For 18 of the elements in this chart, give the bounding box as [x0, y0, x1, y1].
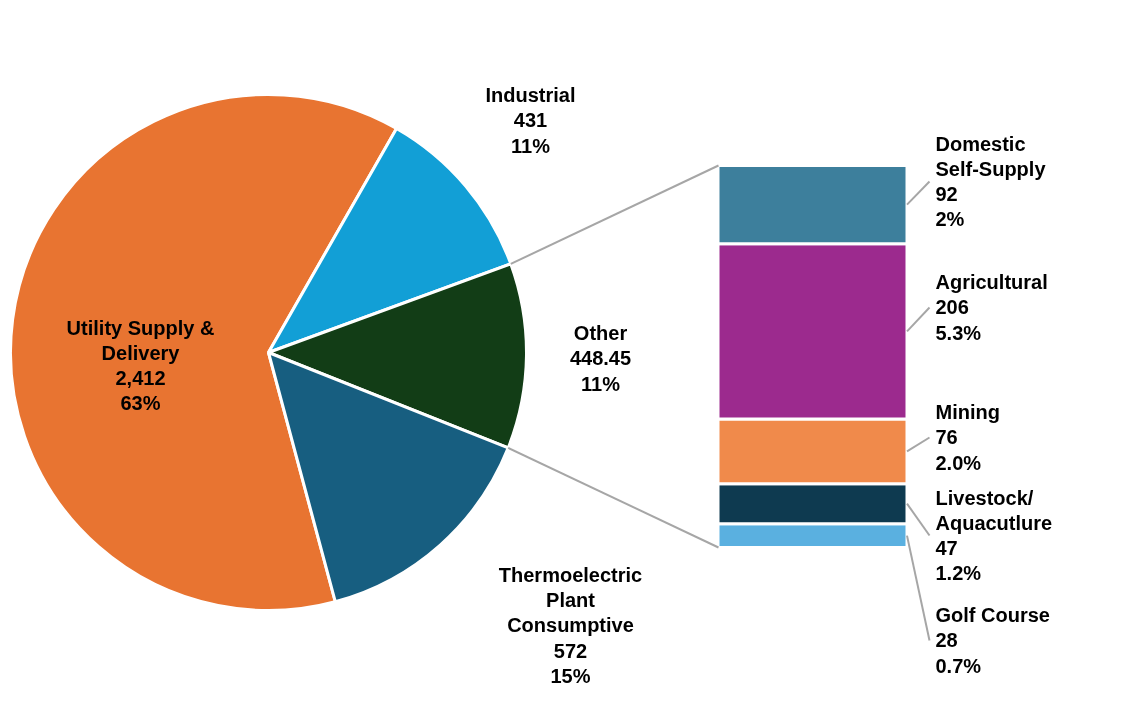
data-label: 431 11% — [511, 109, 551, 157]
text: Golf Course — [935, 604, 1050, 627]
series-label: Mining — [935, 401, 1000, 424]
data-label: 572 15% — [550, 639, 591, 688]
slice-label: Thermoelectric Plant Consumptive — [498, 563, 643, 637]
data-label: 448.45 11% — [569, 347, 632, 395]
data-label: 47 1.2% — [935, 537, 982, 585]
slice-label: Other — [573, 322, 628, 345]
data-label: 206 5.3% — [935, 296, 982, 344]
slice-label: Utility Supply & Delivery — [66, 316, 215, 364]
data-label: 76 2.0% — [935, 426, 982, 474]
series-label: Domestic Self-Supply — [935, 132, 1047, 180]
series-label: Livestock/ Aquacutlure — [935, 486, 1053, 534]
data-label: 92 2% — [935, 183, 965, 231]
series-label: Agricultural — [935, 271, 1048, 294]
data-label: 2,412 63% — [115, 367, 166, 415]
slice-label: Industrial — [485, 84, 576, 107]
data-label: 28 0.7% — [935, 629, 982, 677]
